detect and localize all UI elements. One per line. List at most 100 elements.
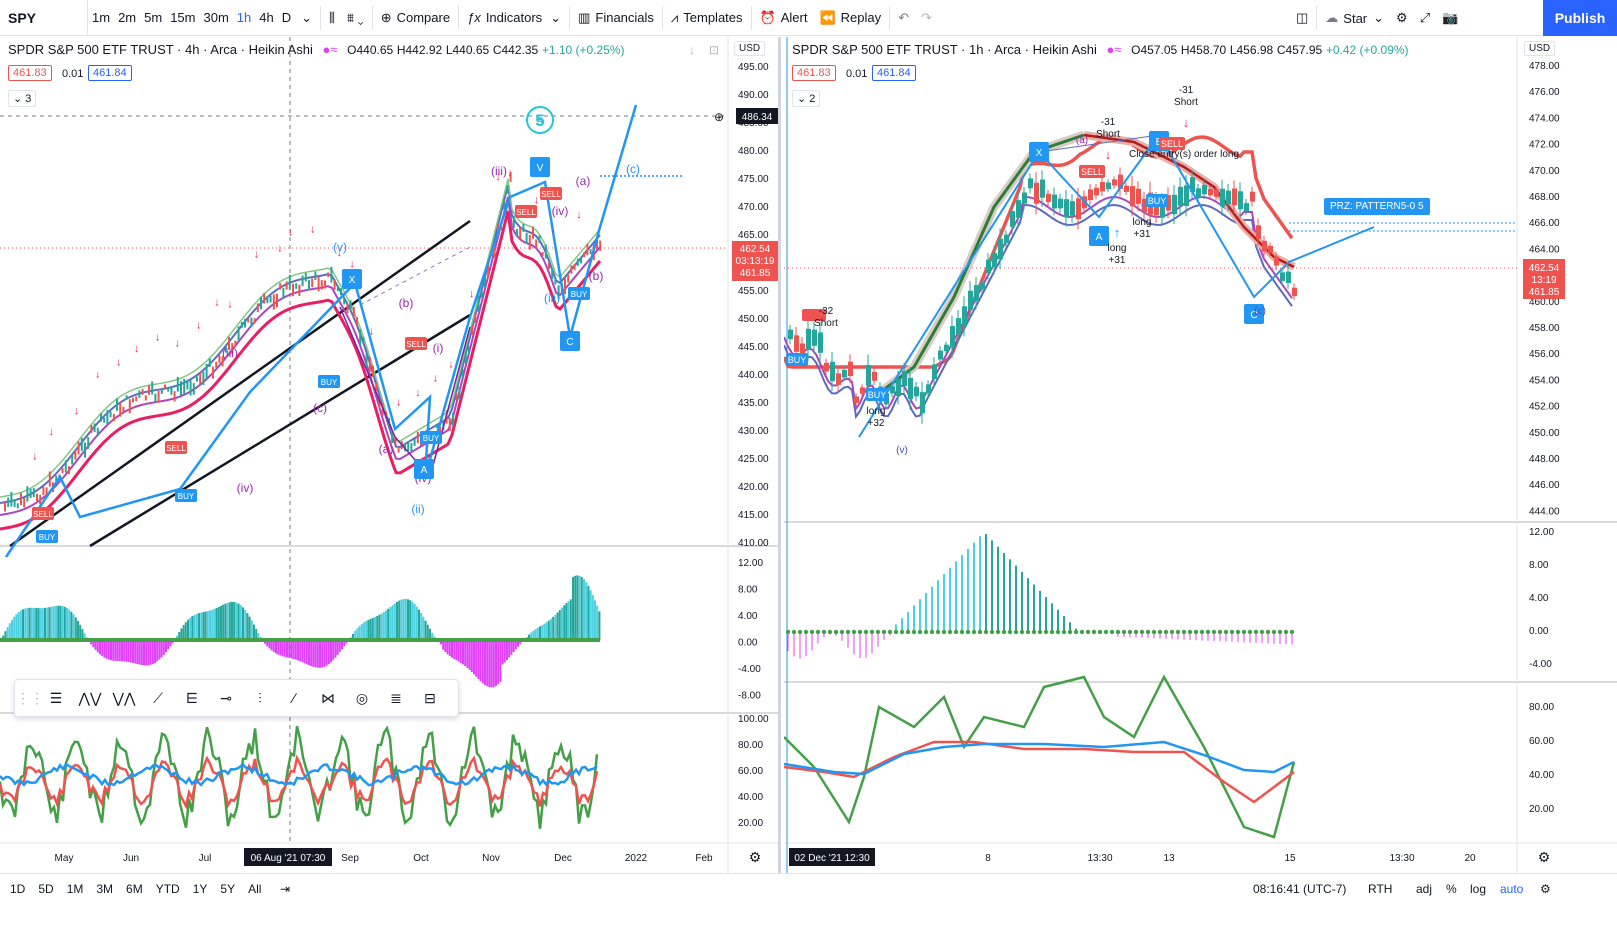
fib-tool-icon[interactable]: ☰ [49,689,63,706]
clock-display[interactable]: 08:16:41 (UTC-7) [1253,882,1347,896]
fib-spiral-icon[interactable]: ◎ [355,689,369,706]
elliott-wave-blue [4,104,638,558]
osc-dot [1247,629,1253,635]
collapse-indicators-button[interactable]: ⌄ 3 [8,90,37,107]
interval-D[interactable]: D [281,10,292,25]
collapse-indicators-button[interactable]: ⌄ 2 [792,90,821,107]
left-chart-canvas[interactable]: 495.00490.00485.00480.00475.00470.00465.… [0,37,778,873]
candle-style-button[interactable]: ⩩ ⌄ [347,9,364,25]
gear-icon[interactable]: ⚙ [1540,882,1551,896]
fib-fan-icon[interactable]: ⋿ [185,689,199,706]
range-1m[interactable]: 1M [66,882,84,896]
range-5d[interactable]: 5D [38,882,54,896]
parallel-channel-icon[interactable]: ≣ [390,689,402,706]
down-arrow-icon: ↓ [310,224,316,236]
osc-bar [468,640,471,670]
range-3m[interactable]: 3M [96,882,114,896]
right-chart-panel[interactable]: 478.00 476.00 474.00 472.00 470.00 468.00 466.… [784,37,1617,873]
candle [896,379,901,397]
layout-icon[interactable]: ◫ [1296,10,1309,25]
currency-selector[interactable]: USD [1524,41,1556,56]
range-1y[interactable]: 1Y [192,882,208,896]
candle [4,500,6,512]
horizontal-ray-icon[interactable]: ⊸ [220,689,232,706]
currency-selector[interactable]: USD [734,41,766,56]
alert-button[interactable]: ⏰ Alert [754,0,814,36]
log-toggle[interactable]: log [1470,882,1487,896]
range-ytd[interactable]: YTD [155,882,180,896]
abcd-pattern-icon[interactable]: ⋀⋁ [78,689,102,706]
interval-2m[interactable]: 2m [118,10,137,25]
range-all[interactable]: All [248,882,262,896]
osc-bar [385,610,387,640]
osc-bar [143,640,145,666]
financials-button[interactable]: ▥ Financials [572,0,660,36]
long-position-icon[interactable]: ⫶ [258,689,262,706]
regression-trend-icon[interactable]: ⊟ [424,689,436,706]
time-tick-label: 15 [1284,853,1296,864]
range-1d[interactable]: 1D [10,882,26,896]
elliott-wave-icon[interactable]: ⋁⋀ [112,689,136,706]
redo-icon[interactable]: ↷ [921,9,932,25]
sell-price-box[interactable]: 461.83 [8,65,52,81]
osc-dot [845,629,851,635]
percent-toggle[interactable]: % [1446,882,1457,896]
osc-bar [198,613,200,640]
price-tick-label: 460.00 [1529,297,1560,308]
interval-1m[interactable]: 1m [92,10,111,25]
range-5y[interactable]: 5Y [220,882,236,896]
divider [569,5,571,30]
annotation-short1: -31 [1101,117,1116,128]
session-toggle[interactable]: RTH [1368,882,1393,896]
compare-button[interactable]: ⊕ Compare [375,0,456,36]
osc-bar [424,620,427,640]
interval-dropdown-icon[interactable]: ⌄ [301,9,313,25]
osc-bar [224,603,227,640]
osc-bar [580,577,583,640]
trend-line-icon[interactable]: ⟋ [153,689,163,706]
interval-1h[interactable]: 1h [236,10,252,25]
drag-handle-icon[interactable]: ⋮⋮ [16,689,44,706]
osc-bar [578,575,581,640]
bar-style-button[interactable]: ⫼ [329,9,335,25]
osc-bar [222,604,225,640]
candle [138,390,141,398]
range-6m[interactable]: 6M [126,882,143,896]
left-chart-panel[interactable]: 495.00490.00485.00480.00475.00470.00465.… [0,37,781,873]
replay-button[interactable]: ⏪ Replay [813,0,887,36]
candle [480,290,483,298]
interval-30m[interactable]: 30m [203,10,229,25]
osc-bar [156,640,159,662]
pattern-xb [1038,134,1160,153]
gear-icon[interactable]: ⚙ [1396,10,1408,25]
templates-button[interactable]: ⩘ Templates [665,0,749,36]
layout-name-button[interactable]: ☁ Star ⌄ [1319,0,1390,36]
interval-4h[interactable]: 4h [259,10,274,25]
right-chart-canvas[interactable]: 478.00 476.00 474.00 472.00 470.00 468.00 466.… [784,37,1617,873]
xabcd-pattern-icon[interactable]: ⋈ [321,689,335,706]
buy-price-box[interactable]: 461.84 [88,65,132,81]
go-to-date-icon[interactable]: ⇥ [280,882,291,896]
interval-15m[interactable]: 15m [170,10,196,25]
osc-bar [52,606,55,640]
ray-icon[interactable]: ∕ [292,690,296,706]
interval-5m[interactable]: 5m [144,10,163,25]
sell-price-box[interactable]: 461.83 [792,65,836,81]
osc-bar [354,630,357,640]
price-tick-label: 464.00 [1529,244,1560,255]
candle [1052,194,1057,209]
prz-label[interactable]: PRZ: PATTERN5-0 5 [1324,198,1430,215]
candle [962,306,967,327]
undo-icon[interactable]: ↶ [898,9,909,25]
symbol-search[interactable]: SPY [0,0,88,36]
buy-price-box[interactable]: 461.84 [872,65,916,81]
publish-button[interactable]: Publish [1543,0,1617,36]
auto-toggle[interactable]: auto [1500,882,1524,896]
osc-bar [72,614,75,640]
candle [112,414,115,422]
adjust-toggle[interactable]: adj [1416,882,1433,896]
camera-icon[interactable]: 📷 [1442,10,1459,25]
fullscreen-icon[interactable]: ⤢ [1419,10,1431,25]
indicators-button[interactable]: ƒx Indicators ⌄ [461,0,567,36]
osc-bar [50,606,53,640]
